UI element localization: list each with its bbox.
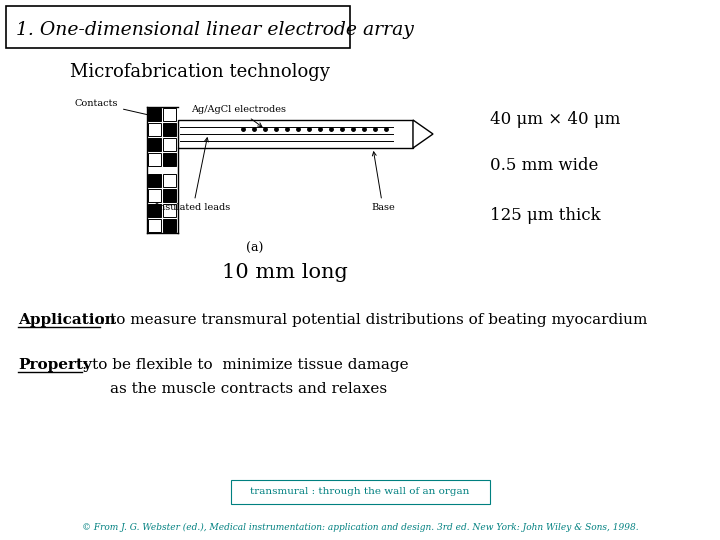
Text: transmural : through the wall of an organ: transmural : through the wall of an orga… (251, 488, 469, 496)
Bar (163, 138, 176, 151)
Bar (163, 189, 176, 202)
Text: : to measure transmural potential distributions of beating myocardium: : to measure transmural potential distri… (100, 313, 647, 327)
Bar (148, 204, 161, 217)
Bar (163, 153, 176, 166)
Text: Base: Base (371, 152, 395, 213)
Text: 1. One-dimensional linear electrode array: 1. One-dimensional linear electrode arra… (16, 21, 414, 39)
Bar (148, 219, 161, 232)
Text: 40 μm × 40 μm: 40 μm × 40 μm (490, 111, 621, 129)
Bar (163, 219, 176, 232)
Text: 125 μm thick: 125 μm thick (490, 206, 600, 224)
Bar (163, 123, 176, 136)
Bar (148, 189, 161, 202)
Bar (163, 174, 176, 187)
Bar (148, 123, 161, 136)
Bar (148, 108, 161, 121)
Text: Contacts: Contacts (74, 98, 158, 118)
FancyBboxPatch shape (6, 6, 350, 48)
Text: © From J. G. Webster (ed.), Medical instrumentation: application and design. 3rd: © From J. G. Webster (ed.), Medical inst… (81, 522, 639, 531)
FancyBboxPatch shape (230, 480, 490, 504)
Text: 0.5 mm wide: 0.5 mm wide (490, 157, 598, 173)
Text: : to be flexible to  minimize tissue damage: : to be flexible to minimize tissue dama… (82, 358, 409, 372)
Text: (a): (a) (246, 241, 264, 254)
Bar (148, 174, 161, 187)
Bar (178, 120, 413, 148)
Text: Insulated leads: Insulated leads (156, 138, 230, 213)
Bar (148, 138, 161, 151)
Bar (163, 204, 176, 217)
Text: Application: Application (18, 313, 116, 327)
Text: 10 mm long: 10 mm long (222, 262, 348, 281)
Text: Ag/AgCl electrodes: Ag/AgCl electrodes (192, 105, 287, 127)
Text: Property: Property (18, 358, 92, 372)
Bar (148, 153, 161, 166)
Text: as the muscle contracts and relaxes: as the muscle contracts and relaxes (110, 382, 387, 396)
Polygon shape (413, 120, 433, 148)
Bar (163, 108, 176, 121)
Text: Microfabrication technology: Microfabrication technology (70, 63, 330, 81)
